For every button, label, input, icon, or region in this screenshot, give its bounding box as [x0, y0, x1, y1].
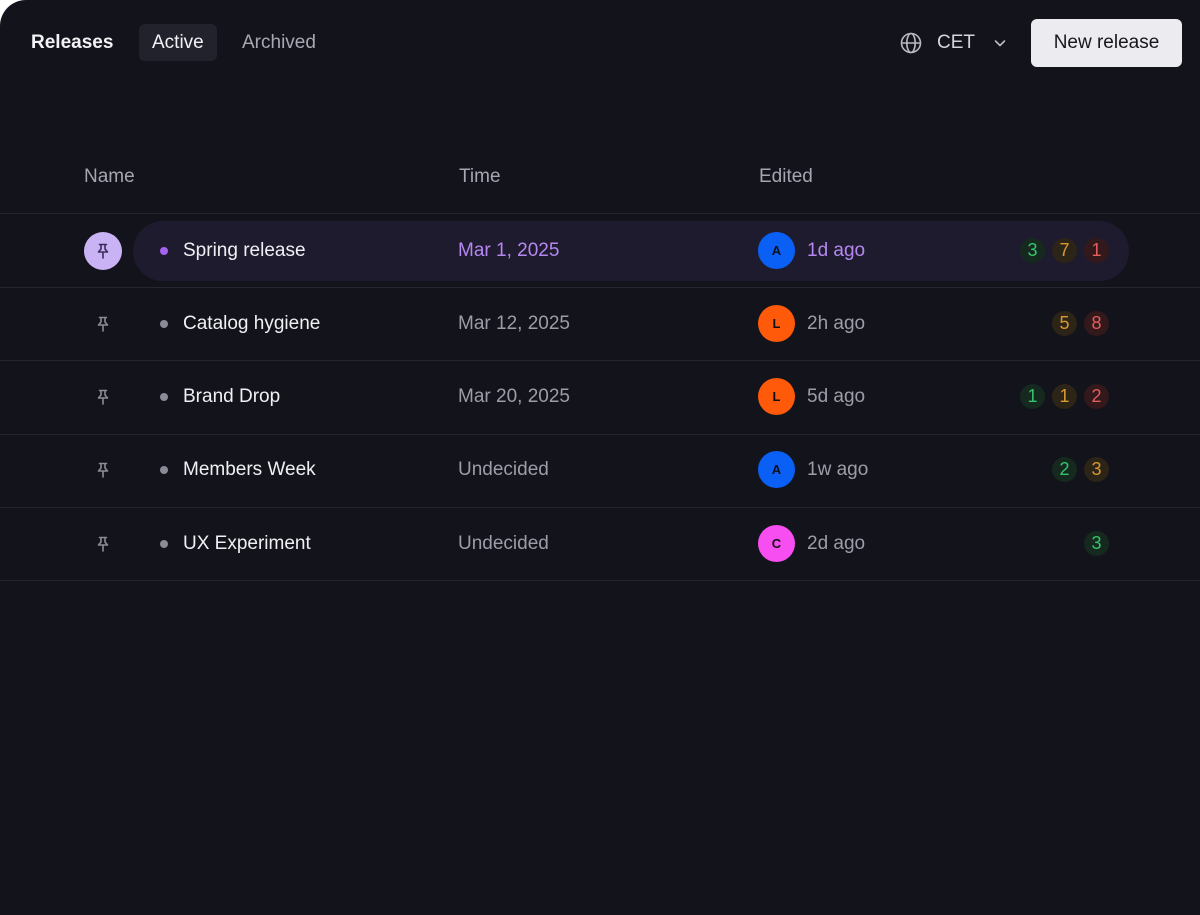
avatar: L: [758, 305, 795, 342]
count-yellow: 5: [1052, 311, 1077, 336]
timezone-value: CET: [937, 32, 975, 53]
new-release-button[interactable]: New release: [1031, 19, 1182, 67]
release-name: Catalog hygiene: [183, 313, 321, 334]
count-red: 2: [1084, 384, 1109, 409]
pin-icon[interactable]: [84, 525, 122, 563]
divider: [0, 287, 1200, 288]
table-row[interactable]: Spring release Mar 1, 2025 A 1d ago 3 7 …: [0, 214, 1200, 287]
status-dot: [160, 540, 168, 548]
column-header-name[interactable]: Name: [84, 166, 135, 187]
count-yellow: 7: [1052, 238, 1077, 263]
release-name: UX Experiment: [183, 533, 311, 554]
chevron-down-icon: [993, 36, 1007, 50]
tab-archived[interactable]: Archived: [242, 32, 316, 53]
tab-active[interactable]: Active: [139, 24, 217, 61]
row-highlight: [133, 221, 1129, 281]
count-red: 8: [1084, 311, 1109, 336]
globe-icon: [899, 31, 923, 55]
divider: [0, 507, 1200, 508]
edited-time: 1w ago: [807, 459, 869, 480]
status-dot: [160, 466, 168, 474]
count-green: 2: [1052, 457, 1077, 482]
count-green: 1: [1020, 384, 1045, 409]
pin-icon[interactable]: [84, 232, 122, 270]
count-green: 3: [1020, 238, 1045, 263]
edited-time: 2d ago: [807, 533, 866, 554]
status-dot: [160, 393, 168, 401]
avatar: A: [758, 232, 795, 269]
timezone-selector[interactable]: CET: [899, 31, 1007, 55]
release-name: Members Week: [183, 459, 316, 480]
issue-counts: 1 1 2: [1020, 384, 1109, 409]
status-dot: [160, 247, 168, 255]
issue-counts: 3 7 1: [1020, 238, 1109, 263]
release-name: Spring release: [183, 240, 306, 261]
avatar: A: [758, 451, 795, 488]
page-title: Releases: [31, 32, 114, 53]
count-yellow: 3: [1084, 457, 1109, 482]
avatar: L: [758, 378, 795, 415]
edited-time: 2h ago: [807, 313, 866, 334]
pin-icon[interactable]: [84, 305, 122, 343]
release-time: Undecided: [458, 533, 549, 554]
issue-counts: 5 8: [1052, 311, 1109, 336]
release-time: Mar 20, 2025: [458, 386, 570, 407]
count-green: 3: [1084, 531, 1109, 556]
count-yellow: 1: [1052, 384, 1077, 409]
edited-time: 5d ago: [807, 386, 866, 407]
divider: [0, 213, 1200, 214]
table-row[interactable]: Catalog hygiene Mar 12, 2025 L 2h ago 5 …: [0, 287, 1200, 360]
release-time: Mar 1, 2025: [458, 240, 560, 261]
table-row[interactable]: Brand Drop Mar 20, 2025 L 5d ago 1 1 2: [0, 360, 1200, 433]
top-bar: Releases Active Archived CET New release: [0, 0, 1200, 86]
divider: [0, 434, 1200, 435]
divider: [0, 580, 1200, 581]
column-header-time[interactable]: Time: [459, 166, 501, 187]
issue-counts: 2 3: [1052, 457, 1109, 482]
table-row[interactable]: UX Experiment Undecided C 2d ago 3: [0, 507, 1200, 580]
release-time: Undecided: [458, 459, 549, 480]
pin-icon[interactable]: [84, 378, 122, 416]
avatar: C: [758, 525, 795, 562]
release-time: Mar 12, 2025: [458, 313, 570, 334]
table-row[interactable]: Members Week Undecided A 1w ago 2 3: [0, 433, 1200, 506]
divider: [0, 360, 1200, 361]
count-red: 1: [1084, 238, 1109, 263]
edited-time: 1d ago: [807, 240, 866, 261]
issue-counts: 3: [1084, 531, 1109, 556]
status-dot: [160, 320, 168, 328]
release-name: Brand Drop: [183, 386, 281, 407]
pin-icon[interactable]: [84, 451, 122, 489]
column-header-edited[interactable]: Edited: [759, 166, 813, 187]
